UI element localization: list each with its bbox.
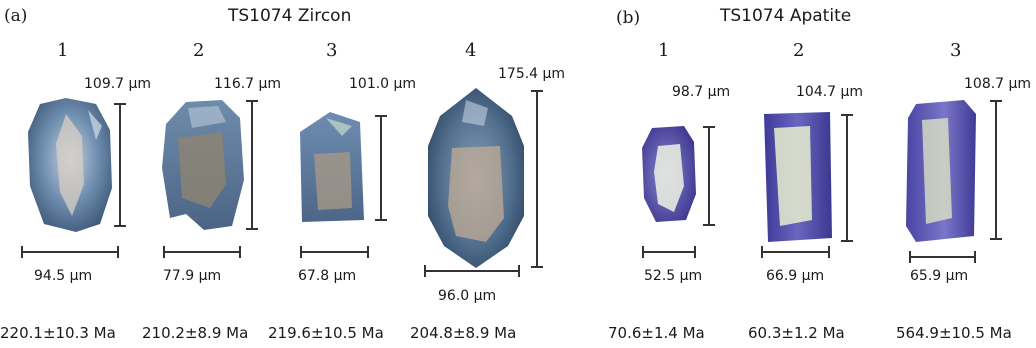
apatite-3-length: 108.7 µm	[964, 76, 1032, 92]
apatite-2-width: 66.9 µm	[766, 268, 825, 284]
apatite-3-number: 3	[950, 40, 962, 61]
zircon-1-length: 109.7 µm	[84, 76, 152, 92]
apatite-1-number: 1	[658, 40, 670, 61]
apatite-1-length-bar	[703, 126, 715, 226]
apatite-1-length: 98.7 µm	[672, 84, 731, 100]
apatite-2-age: 60.3±1.2 Ma	[748, 324, 845, 342]
zircon-4-width-bar	[424, 265, 520, 277]
zircon-2-length: 116.7 µm	[214, 76, 282, 92]
zircon-4-length-bar	[531, 90, 543, 268]
zircon-1-length-bar	[114, 103, 126, 227]
zircon-1-age: 220.1±10.3 Ma	[0, 324, 116, 342]
apatite-1-width: 52.5 µm	[644, 268, 703, 284]
zircon-1-number: 1	[57, 40, 69, 61]
apatite-grain-1-image	[642, 126, 696, 222]
apatite-3-width-bar	[909, 251, 976, 263]
zircon-3-number: 3	[326, 40, 338, 61]
apatite-grain-2-image	[764, 112, 832, 242]
zircon-4-width: 96.0 µm	[438, 288, 497, 304]
apatite-3-length-bar	[990, 100, 1002, 240]
zircon-3-length: 101.0 µm	[349, 76, 417, 92]
zircon-2-age: 210.2±8.9 Ma	[142, 324, 249, 342]
zircon-1-width: 94.5 µm	[34, 268, 93, 284]
apatite-2-length: 104.7 µm	[796, 84, 864, 100]
zircon-3-length-bar	[375, 115, 387, 221]
zircon-4-length: 175.4 µm	[498, 66, 566, 82]
zircon-4-age: 204.8±8.9 Ma	[410, 324, 517, 342]
apatite-2-width-bar	[761, 246, 830, 258]
panel-b-title: TS1074 Apatite	[720, 6, 852, 26]
zircon-3-width-bar	[300, 246, 369, 258]
zircon-2-width-bar	[163, 246, 241, 258]
panel-a-title: TS1074 Zircon	[228, 6, 352, 26]
zircon-grain-3-image	[300, 112, 364, 222]
apatite-1-width-bar	[642, 246, 696, 258]
zircon-grain-4-image	[428, 88, 524, 268]
apatite-1-age: 70.6±1.4 Ma	[608, 324, 705, 342]
zircon-3-width: 67.8 µm	[298, 268, 357, 284]
zircon-2-length-bar	[246, 100, 258, 230]
apatite-grain-3-image	[906, 100, 976, 242]
zircon-grain-2-image	[162, 100, 244, 230]
panel-b-label: (b)	[616, 8, 641, 28]
zircon-3-age: 219.6±10.5 Ma	[268, 324, 384, 342]
apatite-2-number: 2	[793, 40, 805, 61]
zircon-grain-1-image	[28, 98, 112, 232]
apatite-3-width: 65.9 µm	[910, 268, 969, 284]
zircon-2-number: 2	[193, 40, 205, 61]
apatite-3-age: 564.9±10.5 Ma	[896, 324, 1012, 342]
panel-a-label: (a)	[4, 6, 28, 26]
zircon-2-width: 77.9 µm	[163, 268, 222, 284]
zircon-4-number: 4	[465, 40, 477, 61]
apatite-2-length-bar	[841, 114, 853, 242]
zircon-1-width-bar	[21, 246, 119, 258]
